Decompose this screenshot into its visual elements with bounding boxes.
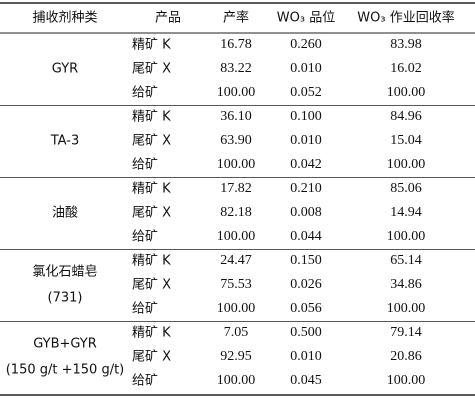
value-cell: 24.47 <box>220 253 252 268</box>
value-cell: 100.00 <box>217 85 256 100</box>
product-cell: 尾矿 X <box>132 62 171 77</box>
product-cell: 给矿 <box>132 374 158 389</box>
value-cell: 0.008 <box>290 205 322 220</box>
value-cell: 83.22 <box>220 61 252 76</box>
value-cell: 0.210 <box>290 181 322 196</box>
value-cell: 85.06 <box>390 181 422 196</box>
value-cell: 100.00 <box>387 301 426 316</box>
product-cell: 尾矿 X <box>132 206 171 221</box>
value-cell: 0.100 <box>290 109 322 124</box>
value-cell: 100.00 <box>387 85 426 100</box>
group-name: (731) <box>48 291 83 306</box>
group-name: 氯化石蜡皂 <box>32 265 97 280</box>
value-cell: 14.94 <box>390 205 422 220</box>
value-cell: 100.00 <box>387 157 426 172</box>
header-cell: WO₃ 品位 <box>277 11 335 26</box>
value-cell: 79.14 <box>390 325 422 340</box>
group-name: 油酸 <box>52 206 78 221</box>
value-cell: 82.18 <box>220 205 252 220</box>
header-cell: WO₃ 作业回收率 <box>357 10 454 26</box>
product-cell: 精矿 K <box>132 38 171 53</box>
value-cell: 84.96 <box>390 109 422 124</box>
product-cell: 给矿 <box>132 230 158 245</box>
group-name: GYR <box>52 62 78 77</box>
value-cell: 36.10 <box>220 109 252 124</box>
header-cell: 捕收剂种类 <box>32 10 97 26</box>
product-cell: 尾矿 X <box>132 350 171 365</box>
value-cell: 63.90 <box>220 133 252 148</box>
group-name: GYB+GYR <box>33 337 97 352</box>
product-cell: 精矿 K <box>132 182 171 197</box>
value-cell: 100.00 <box>217 157 256 172</box>
product-cell: 精矿 K <box>132 110 171 125</box>
value-cell: 17.82 <box>220 181 252 196</box>
header-cell: 产品 <box>155 11 181 26</box>
value-cell: 0.026 <box>290 277 322 292</box>
value-cell: 100.00 <box>217 229 256 244</box>
value-cell: 7.05 <box>224 325 249 340</box>
product-cell: 给矿 <box>132 86 158 101</box>
value-cell: 0.010 <box>290 61 322 76</box>
value-cell: 16.02 <box>390 61 422 76</box>
value-cell: 0.010 <box>290 133 322 148</box>
value-cell: 100.00 <box>217 301 256 316</box>
header-cell: 产率 <box>223 10 249 26</box>
product-cell: 给矿 <box>132 302 158 317</box>
value-cell: 0.056 <box>290 301 322 316</box>
value-cell: 0.150 <box>290 253 322 268</box>
value-cell: 83.98 <box>390 37 422 52</box>
value-cell: 0.260 <box>290 37 322 52</box>
product-cell: 精矿 K <box>132 254 171 269</box>
value-cell: 100.00 <box>387 229 426 244</box>
value-cell: 0.045 <box>290 373 322 388</box>
product-cell: 尾矿 X <box>132 278 171 293</box>
value-cell: 16.78 <box>220 37 252 52</box>
value-cell: 0.044 <box>290 229 322 244</box>
group-name: (150 g/t +150 g/t) <box>6 363 125 378</box>
value-cell: 0.052 <box>290 85 322 100</box>
value-cell: 92.95 <box>220 349 252 364</box>
value-cell: 34.86 <box>390 277 422 292</box>
product-cell: 给矿 <box>132 158 158 173</box>
value-cell: 100.00 <box>387 373 426 388</box>
product-cell: 尾矿 X <box>132 134 171 149</box>
value-cell: 15.04 <box>390 133 422 148</box>
group-name: TA-3 <box>50 134 80 149</box>
value-cell: 75.53 <box>220 277 252 292</box>
product-cell: 精矿 K <box>132 326 171 341</box>
value-cell: 0.042 <box>290 157 322 172</box>
value-cell: 0.010 <box>290 349 322 364</box>
value-cell: 0.500 <box>290 325 322 340</box>
value-cell: 20.86 <box>390 349 422 364</box>
value-cell: 65.14 <box>390 253 422 268</box>
value-cell: 100.00 <box>217 373 256 388</box>
